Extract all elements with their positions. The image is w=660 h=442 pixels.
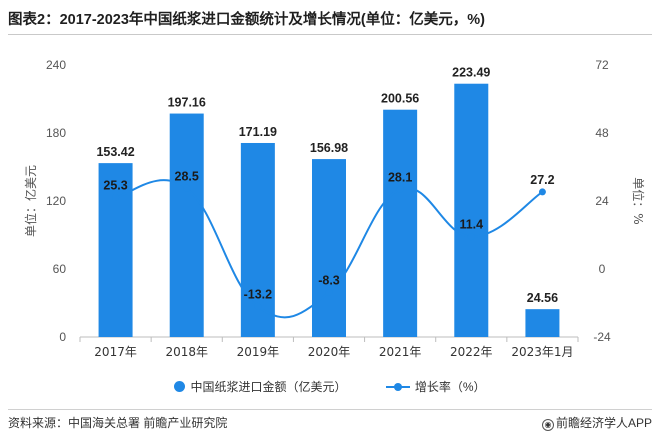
brand-label: 前瞻经济学人APP — [555, 416, 652, 430]
y-right-tick-label: 48 — [595, 126, 609, 140]
legend-line-label: 增长率（%） — [414, 380, 486, 394]
growth-rate-label: 25.3 — [103, 178, 127, 192]
y-right-tick-label: 0 — [599, 262, 606, 276]
growth-rate-point — [325, 289, 333, 297]
bar-value-label: 223.49 — [452, 66, 490, 80]
x-tick-label: 2021年 — [379, 345, 422, 359]
growth-rate-label: 28.5 — [175, 169, 199, 183]
bar-import-value — [169, 113, 204, 337]
growth-rate-point — [183, 184, 191, 192]
chart-title: 图表2：2017-2023年中国纸浆进口金额统计及增长情况(单位：亿美元，%) — [8, 12, 485, 28]
y-left-tick-label: 180 — [46, 126, 66, 140]
x-tick-label: 2023年1月 — [511, 345, 573, 359]
title-divider — [8, 34, 652, 35]
x-tick-label: 2019年 — [237, 345, 280, 359]
y-left-tick-label: 120 — [46, 194, 66, 208]
x-tick-label: 2020年 — [308, 345, 351, 359]
eye-logo-icon: ◉ — [541, 419, 554, 431]
growth-rate-label: 28.1 — [388, 170, 412, 184]
y-left-tick-label: 240 — [46, 58, 66, 72]
growth-rate-point — [396, 185, 404, 193]
legend-item-growth-rate: 增长率（%） — [385, 378, 486, 395]
y-left-tick-label: 0 — [59, 330, 66, 344]
bar-value-label: 24.56 — [527, 291, 558, 305]
bar-import-value — [383, 109, 418, 337]
growth-rate-label: 11.4 — [459, 218, 483, 232]
chart-legend: 中国纸浆进口金额（亿美元） 增长率（%） — [0, 378, 660, 395]
growth-rate-label: 27.2 — [530, 173, 554, 187]
y-left-tick-label: 60 — [53, 262, 67, 276]
legend-item-import-value: 中国纸浆进口金额（亿美元） — [174, 378, 347, 395]
bar-value-label: 156.98 — [310, 141, 348, 155]
x-tick-label: 2022年 — [450, 345, 493, 359]
bar-import-value — [454, 83, 489, 337]
growth-rate-point — [467, 233, 475, 241]
bar-value-label: 197.16 — [168, 96, 206, 110]
brand-mark: ◉ 前瞻经济学人APP — [541, 414, 652, 431]
y-right-tick-label: 24 — [595, 194, 609, 208]
growth-rate-label: -8.3 — [318, 274, 340, 288]
growth-rate-point — [254, 302, 262, 310]
legend-line-marker-icon — [385, 381, 410, 392]
bar-import-value — [525, 309, 560, 337]
x-tick-label: 2017年 — [94, 345, 137, 359]
x-tick-label: 2018年 — [165, 345, 208, 359]
growth-rate-point — [538, 188, 546, 196]
footer-divider — [8, 409, 652, 410]
y-left-axis-title: 单位：亿美元 — [23, 165, 38, 237]
bar-value-label: 171.19 — [239, 125, 277, 139]
y-right-axis-title: 单位：% — [631, 177, 646, 224]
y-right-tick-label: 72 — [595, 58, 609, 72]
y-right-tick-label: -24 — [593, 330, 611, 344]
legend-bar-label: 中国纸浆进口金额（亿美元） — [190, 380, 347, 394]
growth-rate-label: -13.2 — [244, 287, 273, 301]
bar-value-label: 153.42 — [96, 145, 134, 159]
source-note: 资料来源：中国海关总署 前瞻产业研究院 — [8, 416, 228, 430]
bar-value-label: 200.56 — [381, 92, 419, 106]
bar-import-value — [312, 159, 346, 337]
legend-bar-marker-icon — [174, 381, 186, 392]
growth-rate-point — [112, 193, 120, 201]
